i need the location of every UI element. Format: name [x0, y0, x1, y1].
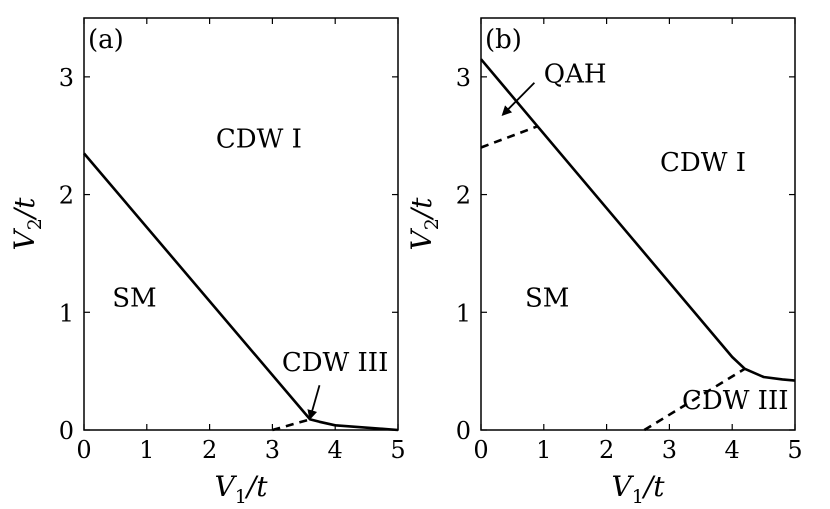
y-axis-label: V2/t [8, 197, 46, 251]
x-tick-label: 4 [328, 436, 343, 464]
region-label-cdw-i: CDW I [216, 124, 302, 154]
region-label-qah: QAH [544, 60, 607, 90]
x-tick-label: 3 [265, 436, 280, 464]
panel-a: 0 1 2 3 4 5 0 1 2 3 CDW I SM CDW III (a) V1/t V2/t [8, 17, 406, 508]
x-tick-label: 5 [390, 436, 405, 464]
phase-boundary-solid-0 [83, 152, 399, 432]
region-label-cdw-iii: CDW III [282, 348, 389, 378]
y-tick-label: 1 [59, 299, 74, 327]
x-tick-label: 0 [473, 436, 488, 464]
annotation-arrow-0 [501, 82, 536, 116]
plot-frame [83, 17, 399, 431]
x-tick-label: 4 [725, 436, 740, 464]
y-tick-label: 2 [456, 182, 471, 210]
y-tick-label: 1 [456, 299, 471, 327]
region-label-cdw-i: CDW I [660, 148, 746, 178]
x-axis-label: V1/t [214, 470, 268, 508]
x-tick-label: 2 [599, 436, 614, 464]
x-axis-label: V1/t [611, 470, 665, 508]
x-tick-label: 3 [662, 436, 677, 464]
phase-boundary-dashed-1 [272, 418, 311, 432]
y-tick-label: 3 [456, 64, 471, 92]
region-label-cdw-iii: CDW III [682, 386, 789, 416]
phase-boundary-solid-0 [480, 58, 796, 382]
panel-label: (b) [485, 25, 522, 55]
phase-boundary-dashed-2 [643, 367, 746, 432]
y-tick-label: 0 [456, 417, 471, 445]
annotation-arrow-0 [307, 385, 321, 421]
x-tick-label: 1 [536, 436, 551, 464]
phase-boundary-dashed-1 [480, 125, 538, 149]
x-tick-label: 1 [139, 436, 154, 464]
y-axis-label: V2/t [405, 197, 443, 251]
panel-label: (a) [88, 25, 124, 55]
region-label-sm: SM [525, 283, 569, 313]
x-tick-label: 2 [202, 436, 217, 464]
y-tick-label: 0 [59, 417, 74, 445]
panel-b: 0 1 2 3 4 5 0 1 2 3 CDW I SM CDW III QAH (b) V1/t V2/t [405, 17, 803, 508]
x-tick-label: 0 [76, 436, 91, 464]
x-tick-label: 5 [787, 436, 802, 464]
y-tick-label: 3 [59, 64, 74, 92]
y-tick-label: 2 [59, 182, 74, 210]
plot-frame [480, 17, 796, 431]
region-label-sm: SM [112, 283, 156, 313]
